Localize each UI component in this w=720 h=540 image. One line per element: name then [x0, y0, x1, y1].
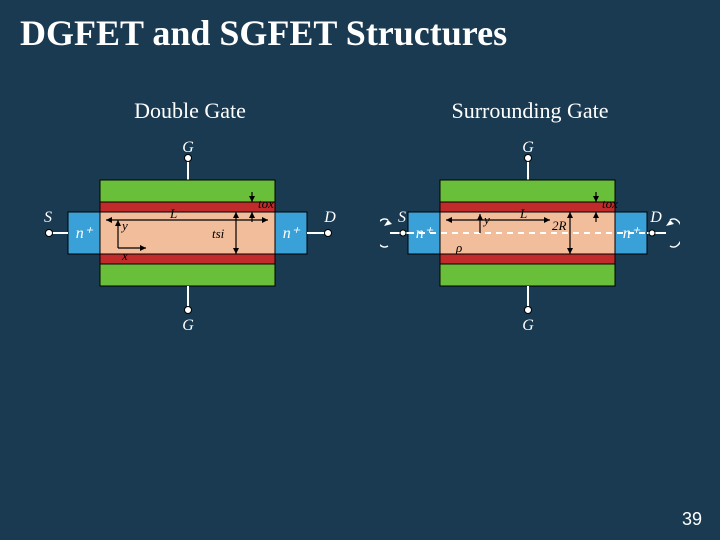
sg-bottom-g: G	[522, 317, 534, 334]
dg-tox: tox	[258, 196, 274, 211]
dg-top-g: G	[182, 139, 194, 156]
sg-y: y	[482, 212, 490, 227]
page-title: DGFET and SGFET Structures	[0, 0, 720, 58]
dg-x: x	[121, 248, 128, 263]
sg-d: D	[649, 209, 662, 226]
sg-rho: ρ	[455, 240, 462, 255]
sg-2R: 2R	[552, 218, 567, 233]
dg-y: y	[120, 218, 128, 233]
doublegate-block: Double Gate G n⁺ n⁺ S	[40, 98, 340, 358]
sg-L: L	[519, 206, 527, 221]
dg-d: D	[323, 209, 336, 226]
doublegate-svg: G n⁺ n⁺ S D	[40, 138, 340, 358]
sg-s: S	[398, 209, 406, 226]
sg-top-g: G	[522, 139, 534, 156]
diagrams-row: Double Gate G n⁺ n⁺ S	[0, 98, 720, 358]
dg-nplus-d: n⁺	[283, 225, 301, 242]
surroundgate-svg: G n⁺ n⁺ S D	[380, 138, 680, 358]
dg-bottom-g: G	[182, 317, 194, 334]
dg-tsi: tsi	[212, 226, 225, 241]
dg-nplus-s: n⁺	[76, 225, 94, 242]
dg-L: L	[169, 206, 177, 221]
doublegate-label: Double Gate	[134, 98, 246, 124]
surroundgate-block: Surrounding Gate G n⁺ n⁺ S	[380, 98, 680, 358]
page-number: 39	[682, 509, 702, 530]
dg-s: S	[44, 209, 52, 226]
sg-tox: tox	[602, 196, 618, 211]
surroundgate-label: Surrounding Gate	[451, 98, 608, 124]
